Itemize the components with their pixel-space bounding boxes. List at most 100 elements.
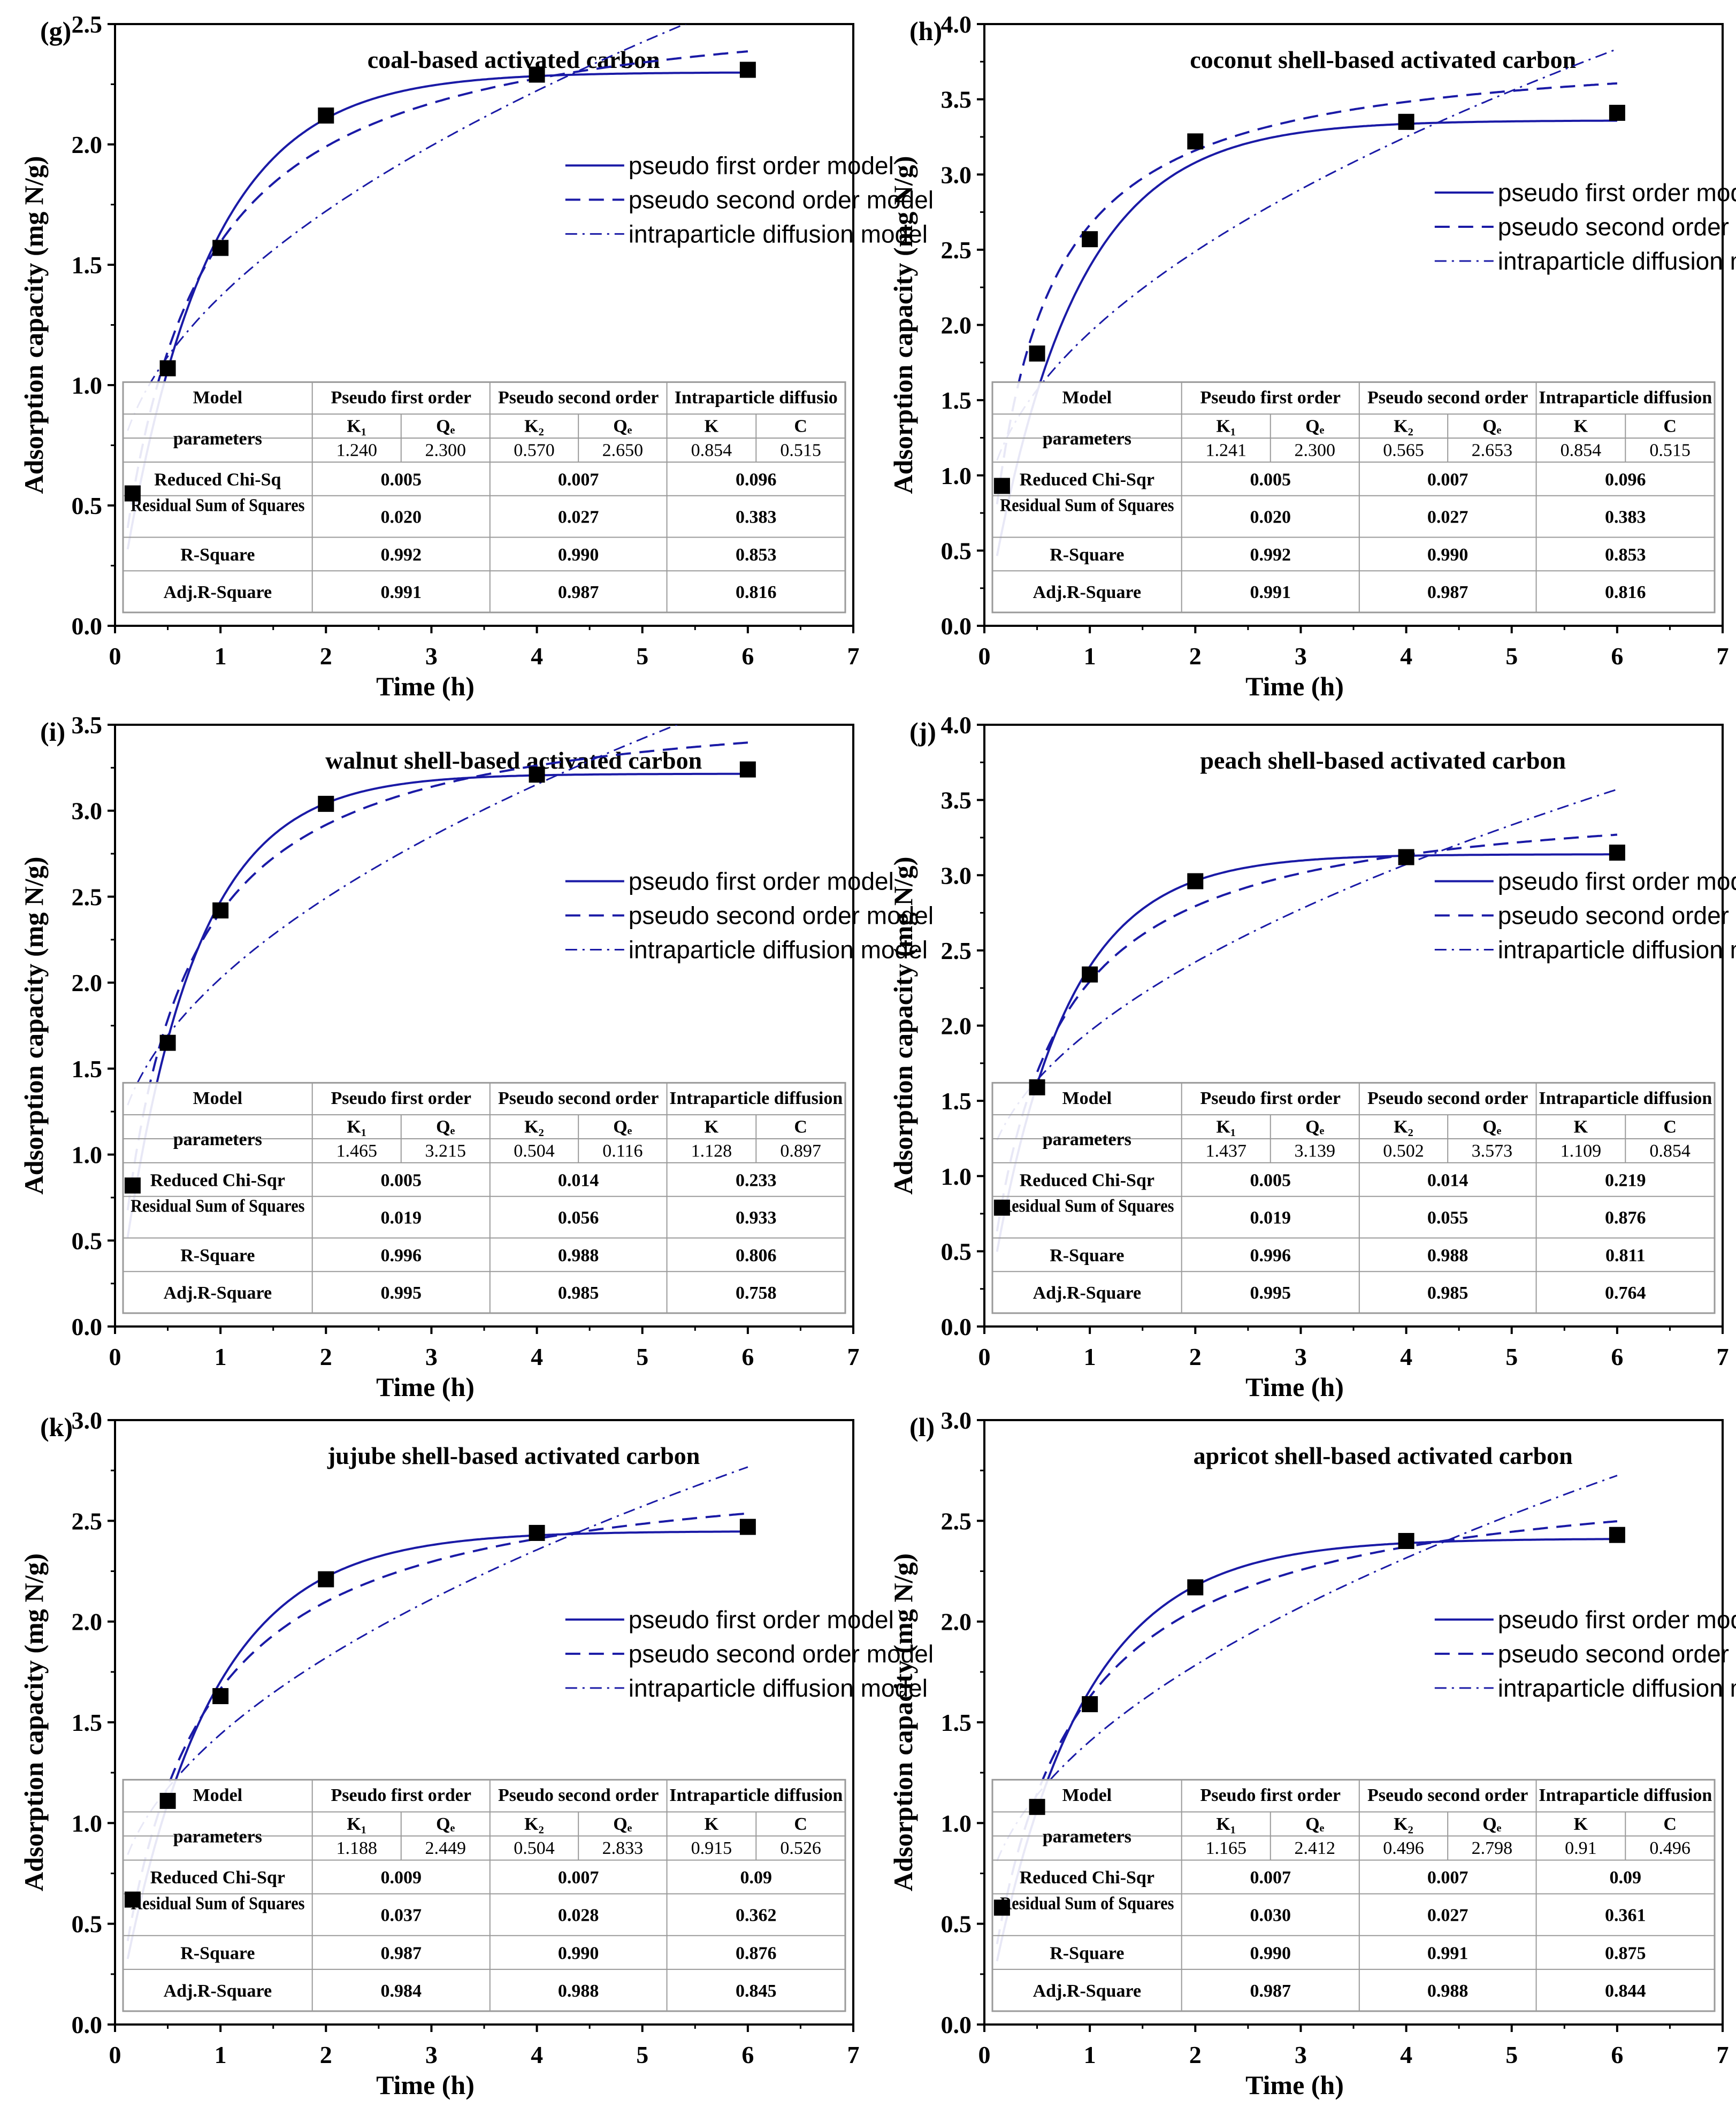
data-marker — [1609, 845, 1625, 861]
table-cell: 0.007 — [1427, 1868, 1469, 1888]
panel-label: (g) — [40, 16, 71, 46]
table-param-value: 1.465 — [336, 1141, 377, 1161]
y-tick-label: 3.5 — [941, 787, 972, 814]
table-cell: 0.383 — [736, 508, 777, 527]
table-param-name: Qₑ — [1482, 1117, 1501, 1137]
x-tick-label: 0 — [978, 1343, 991, 1370]
table-param-name: Qₑ — [436, 417, 455, 436]
x-tick-label: 4 — [531, 642, 543, 670]
table-param-value: 2.833 — [602, 1838, 644, 1858]
panel-label: (l) — [909, 1412, 935, 1442]
table-cell: 0.996 — [381, 1246, 422, 1266]
table-header: Intraparticle diffusion — [1539, 1088, 1712, 1108]
table-cell: 0.876 — [1605, 1208, 1646, 1228]
table-cell: 0.361 — [1605, 1906, 1646, 1926]
table-param-name: Qₑ — [613, 1814, 632, 1834]
table-cell: 0.995 — [381, 1283, 422, 1303]
y-tick-label: 2.0 — [72, 969, 103, 996]
table-param-value: 0.515 — [780, 441, 821, 461]
data-marker — [1187, 873, 1204, 890]
table-param-name: Qₑ — [613, 417, 632, 436]
table-header: Model — [193, 388, 243, 408]
table-cell: 0.037 — [381, 1906, 422, 1926]
table-header: Intraparticle diffusion — [1539, 1785, 1712, 1805]
x-tick-label: 2 — [320, 1343, 332, 1370]
table-param-name: C — [1663, 417, 1677, 436]
table-param-name: K₂ — [1394, 417, 1413, 436]
table-header: Model — [1062, 1785, 1112, 1805]
legend-label-pfo: pseudo first order model — [1498, 179, 1736, 206]
table-cell: 0.030 — [1250, 1906, 1291, 1926]
table-cell: 0.988 — [1427, 1981, 1469, 2001]
data-marker — [212, 1688, 229, 1705]
y-tick-label: 3.5 — [72, 711, 103, 739]
table-param-value: 0.565 — [1383, 441, 1424, 461]
table-param-name: K₂ — [1394, 1814, 1413, 1834]
table-header: Pseudo first order — [1200, 388, 1341, 408]
table-row-label: Adj.R-Square — [164, 1283, 272, 1303]
table-param-label: parameters — [1043, 429, 1131, 449]
parameter-table: Model Pseudo first order Pseudo second ord… — [122, 1082, 846, 1314]
table-param-value: 0.915 — [691, 1838, 732, 1858]
table-param-name: Qₑ — [436, 1117, 455, 1137]
table-param-value: 0.854 — [1649, 1141, 1691, 1161]
data-marker — [212, 240, 229, 256]
y-tick-label: 2.0 — [941, 1013, 972, 1040]
y-tick-label: 0.5 — [72, 492, 103, 519]
x-tick-label: 1 — [215, 642, 227, 670]
table-cell: 0.990 — [1427, 545, 1469, 565]
x-tick-label: 7 — [847, 642, 860, 670]
table-border — [991, 381, 1716, 614]
data-marker — [993, 1899, 1010, 1916]
table-cell: 0.996 — [1250, 1246, 1291, 1266]
table-param-value: 0.570 — [514, 441, 555, 461]
table-param-value: 1.128 — [691, 1141, 732, 1161]
table-cell: 0.990 — [1250, 1943, 1291, 1963]
table-cell: 0.853 — [736, 545, 777, 565]
y-tick-label: 1.0 — [941, 1809, 972, 1837]
data-marker — [1609, 104, 1625, 121]
model-curve-pso — [996, 82, 1617, 504]
table-param-value: 1.437 — [1205, 1141, 1246, 1161]
y-tick-label: 0.0 — [941, 2011, 972, 2038]
table-header: Pseudo first order — [1200, 1088, 1341, 1108]
table-header: Model — [193, 1785, 243, 1805]
data-marker — [1609, 1527, 1625, 1543]
table-border — [991, 1082, 1716, 1314]
table-row-label: Residual Sum of Squares — [1000, 1894, 1174, 1914]
table-param-name: K₂ — [524, 1117, 544, 1137]
x-tick-label: 4 — [531, 2041, 543, 2068]
y-tick-label: 3.0 — [941, 1407, 972, 1434]
table-cell: 0.992 — [381, 545, 422, 565]
table-param-value: 0.496 — [1649, 1838, 1691, 1858]
table-cell: 0.933 — [736, 1208, 777, 1228]
data-marker — [993, 1199, 1010, 1216]
table-cell: 0.005 — [381, 470, 422, 489]
table-cell: 0.991 — [1250, 582, 1291, 602]
table-param-name: Qₑ — [1305, 1117, 1324, 1137]
x-tick-label: 2 — [320, 642, 332, 670]
table-cell: 0.005 — [1250, 1170, 1291, 1190]
chart-panel-g: 0 1 2 3 4 5 6 7 0.0 0.5 1.0 1.5 2.0 2.5 Time (h) Adsorp… — [19, 11, 934, 701]
parameter-table: Model Pseudo first order Pseudo second ord… — [122, 1778, 846, 2012]
table-param-name: Qₑ — [1305, 417, 1324, 436]
data-marker — [1398, 1533, 1414, 1549]
y-tick-label: 2.0 — [72, 131, 103, 158]
table-cell: 0.806 — [736, 1246, 777, 1266]
table-row-label: Reduced Chi-Sqr — [150, 1868, 285, 1888]
legend-label-pso: pseudo second order model — [1498, 1640, 1736, 1668]
model-curve-pso — [126, 50, 748, 528]
table-cell: 0.987 — [381, 1943, 422, 1963]
x-tick-label: 7 — [847, 2041, 860, 2068]
data-marker — [1187, 133, 1204, 150]
table-param-name: K₁ — [347, 1814, 366, 1834]
table-cell: 0.991 — [1427, 1943, 1469, 1963]
table-cell: 0.985 — [1427, 1283, 1469, 1303]
table-param-name: C — [1663, 1814, 1677, 1834]
table-header: Model — [1062, 1088, 1112, 1108]
x-tick-label: 5 — [1505, 2041, 1518, 2068]
table-cell: 0.985 — [558, 1283, 599, 1303]
table-param-name: Qₑ — [1482, 1814, 1501, 1834]
table-border — [122, 1082, 846, 1314]
x-tick-label: 1 — [1084, 2041, 1096, 2068]
